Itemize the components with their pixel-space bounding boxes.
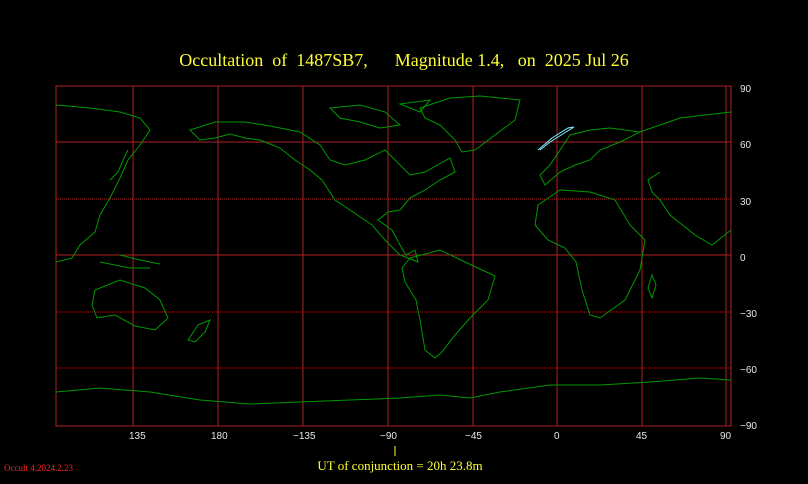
lon-tick-label: 0	[554, 431, 560, 442]
version-label: Occult 4.2024.2.23	[4, 463, 73, 473]
parallel-gridlines	[56, 141, 731, 369]
lon-tick-label: 135	[129, 431, 146, 442]
ut-of-conjunction: UT of conjunction = 20h 23.8m	[317, 458, 483, 473]
lon-tick-label: −45	[465, 431, 482, 442]
coast-north-america	[189, 121, 456, 263]
lon-tick-label: 45	[636, 431, 648, 442]
meridian-gridlines	[132, 86, 727, 426]
lon-tick-label: 90	[720, 431, 732, 442]
coast-japan	[109, 149, 129, 181]
lat-tick-label: 60	[740, 140, 752, 151]
coast-asia-west	[639, 111, 732, 246]
lat-tick-label: 0	[740, 253, 746, 264]
map-title: Occultation of 1487SB7, Magnitude 1.4, o…	[179, 50, 629, 70]
lat-tick-label: −60	[740, 365, 757, 376]
coast-islands	[99, 254, 161, 269]
lat-tick-label: 30	[740, 197, 752, 208]
coastlines	[55, 95, 732, 405]
lon-tick-label: 180	[211, 431, 228, 442]
lat-tick-label: −90	[740, 421, 757, 432]
lat-tick-label: −30	[740, 309, 757, 320]
lon-tick-label: −90	[380, 431, 397, 442]
lon-tick-label: −135	[293, 431, 316, 442]
occultation-path	[537, 126, 575, 151]
lat-tick-label: 90	[740, 84, 752, 95]
coast-arctic-islands	[328, 99, 432, 129]
coast-greenland	[419, 95, 521, 153]
coast-madagascar	[647, 273, 657, 300]
coast-africa	[534, 189, 646, 319]
coast-antarctica	[55, 377, 732, 405]
coast-europe	[539, 127, 642, 186]
coast-south-america	[401, 249, 496, 359]
coast-asia-east	[55, 104, 151, 263]
map-frame	[55, 85, 732, 427]
coast-new-zealand	[187, 319, 211, 343]
coast-australia	[91, 279, 169, 331]
